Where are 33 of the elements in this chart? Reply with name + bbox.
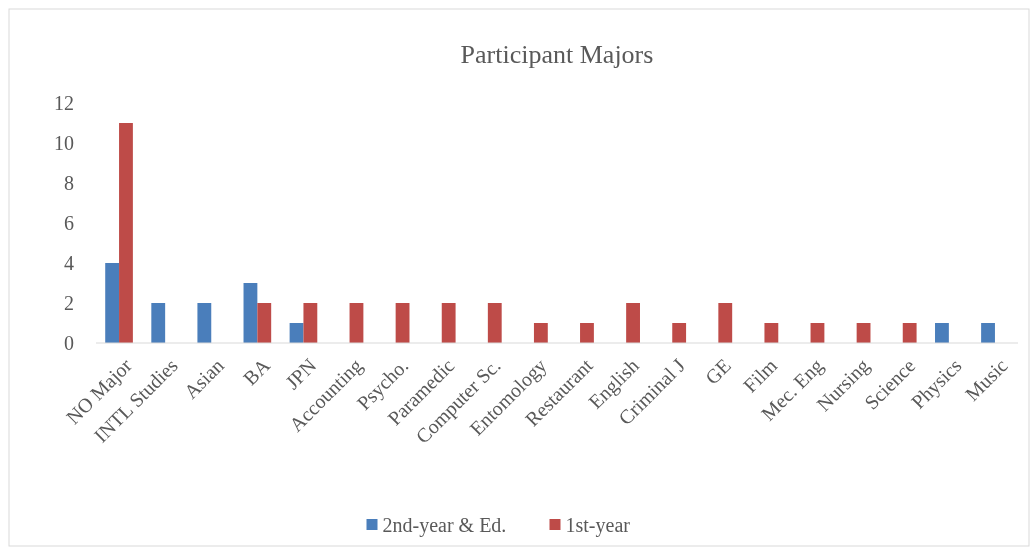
x-tick-label: BA xyxy=(238,353,275,390)
bar xyxy=(257,303,272,343)
bar xyxy=(395,303,410,343)
bar xyxy=(672,323,687,343)
bar xyxy=(197,303,212,343)
x-tick-label: GE xyxy=(700,354,736,389)
bar xyxy=(626,303,640,343)
bar xyxy=(764,323,779,343)
bar xyxy=(243,283,258,343)
bar xyxy=(580,323,594,343)
y-tick-label: 12 xyxy=(54,92,74,114)
y-tick-label: 8 xyxy=(64,172,74,194)
y-tick-label: 2 xyxy=(64,292,74,314)
legend-label: 2nd-year & Ed. xyxy=(382,514,507,537)
y-tick-label: 10 xyxy=(54,132,74,154)
bar xyxy=(441,303,456,343)
bar xyxy=(151,303,166,343)
bar xyxy=(349,303,364,343)
bar xyxy=(935,323,949,343)
legend-label: 1st-year xyxy=(565,514,631,537)
y-tick-label: 6 xyxy=(64,212,74,234)
y-tick-label: 0 xyxy=(64,332,74,354)
y-tick-label: 4 xyxy=(64,252,74,274)
chart-title: Participant Majors xyxy=(460,40,654,69)
bar xyxy=(718,303,733,343)
bar xyxy=(303,303,318,343)
bar xyxy=(902,323,917,343)
bar xyxy=(487,303,502,343)
x-tick-label: Film xyxy=(738,353,782,397)
bar xyxy=(981,323,995,343)
bar xyxy=(119,123,133,343)
bar xyxy=(105,263,120,343)
bar xyxy=(533,323,548,343)
